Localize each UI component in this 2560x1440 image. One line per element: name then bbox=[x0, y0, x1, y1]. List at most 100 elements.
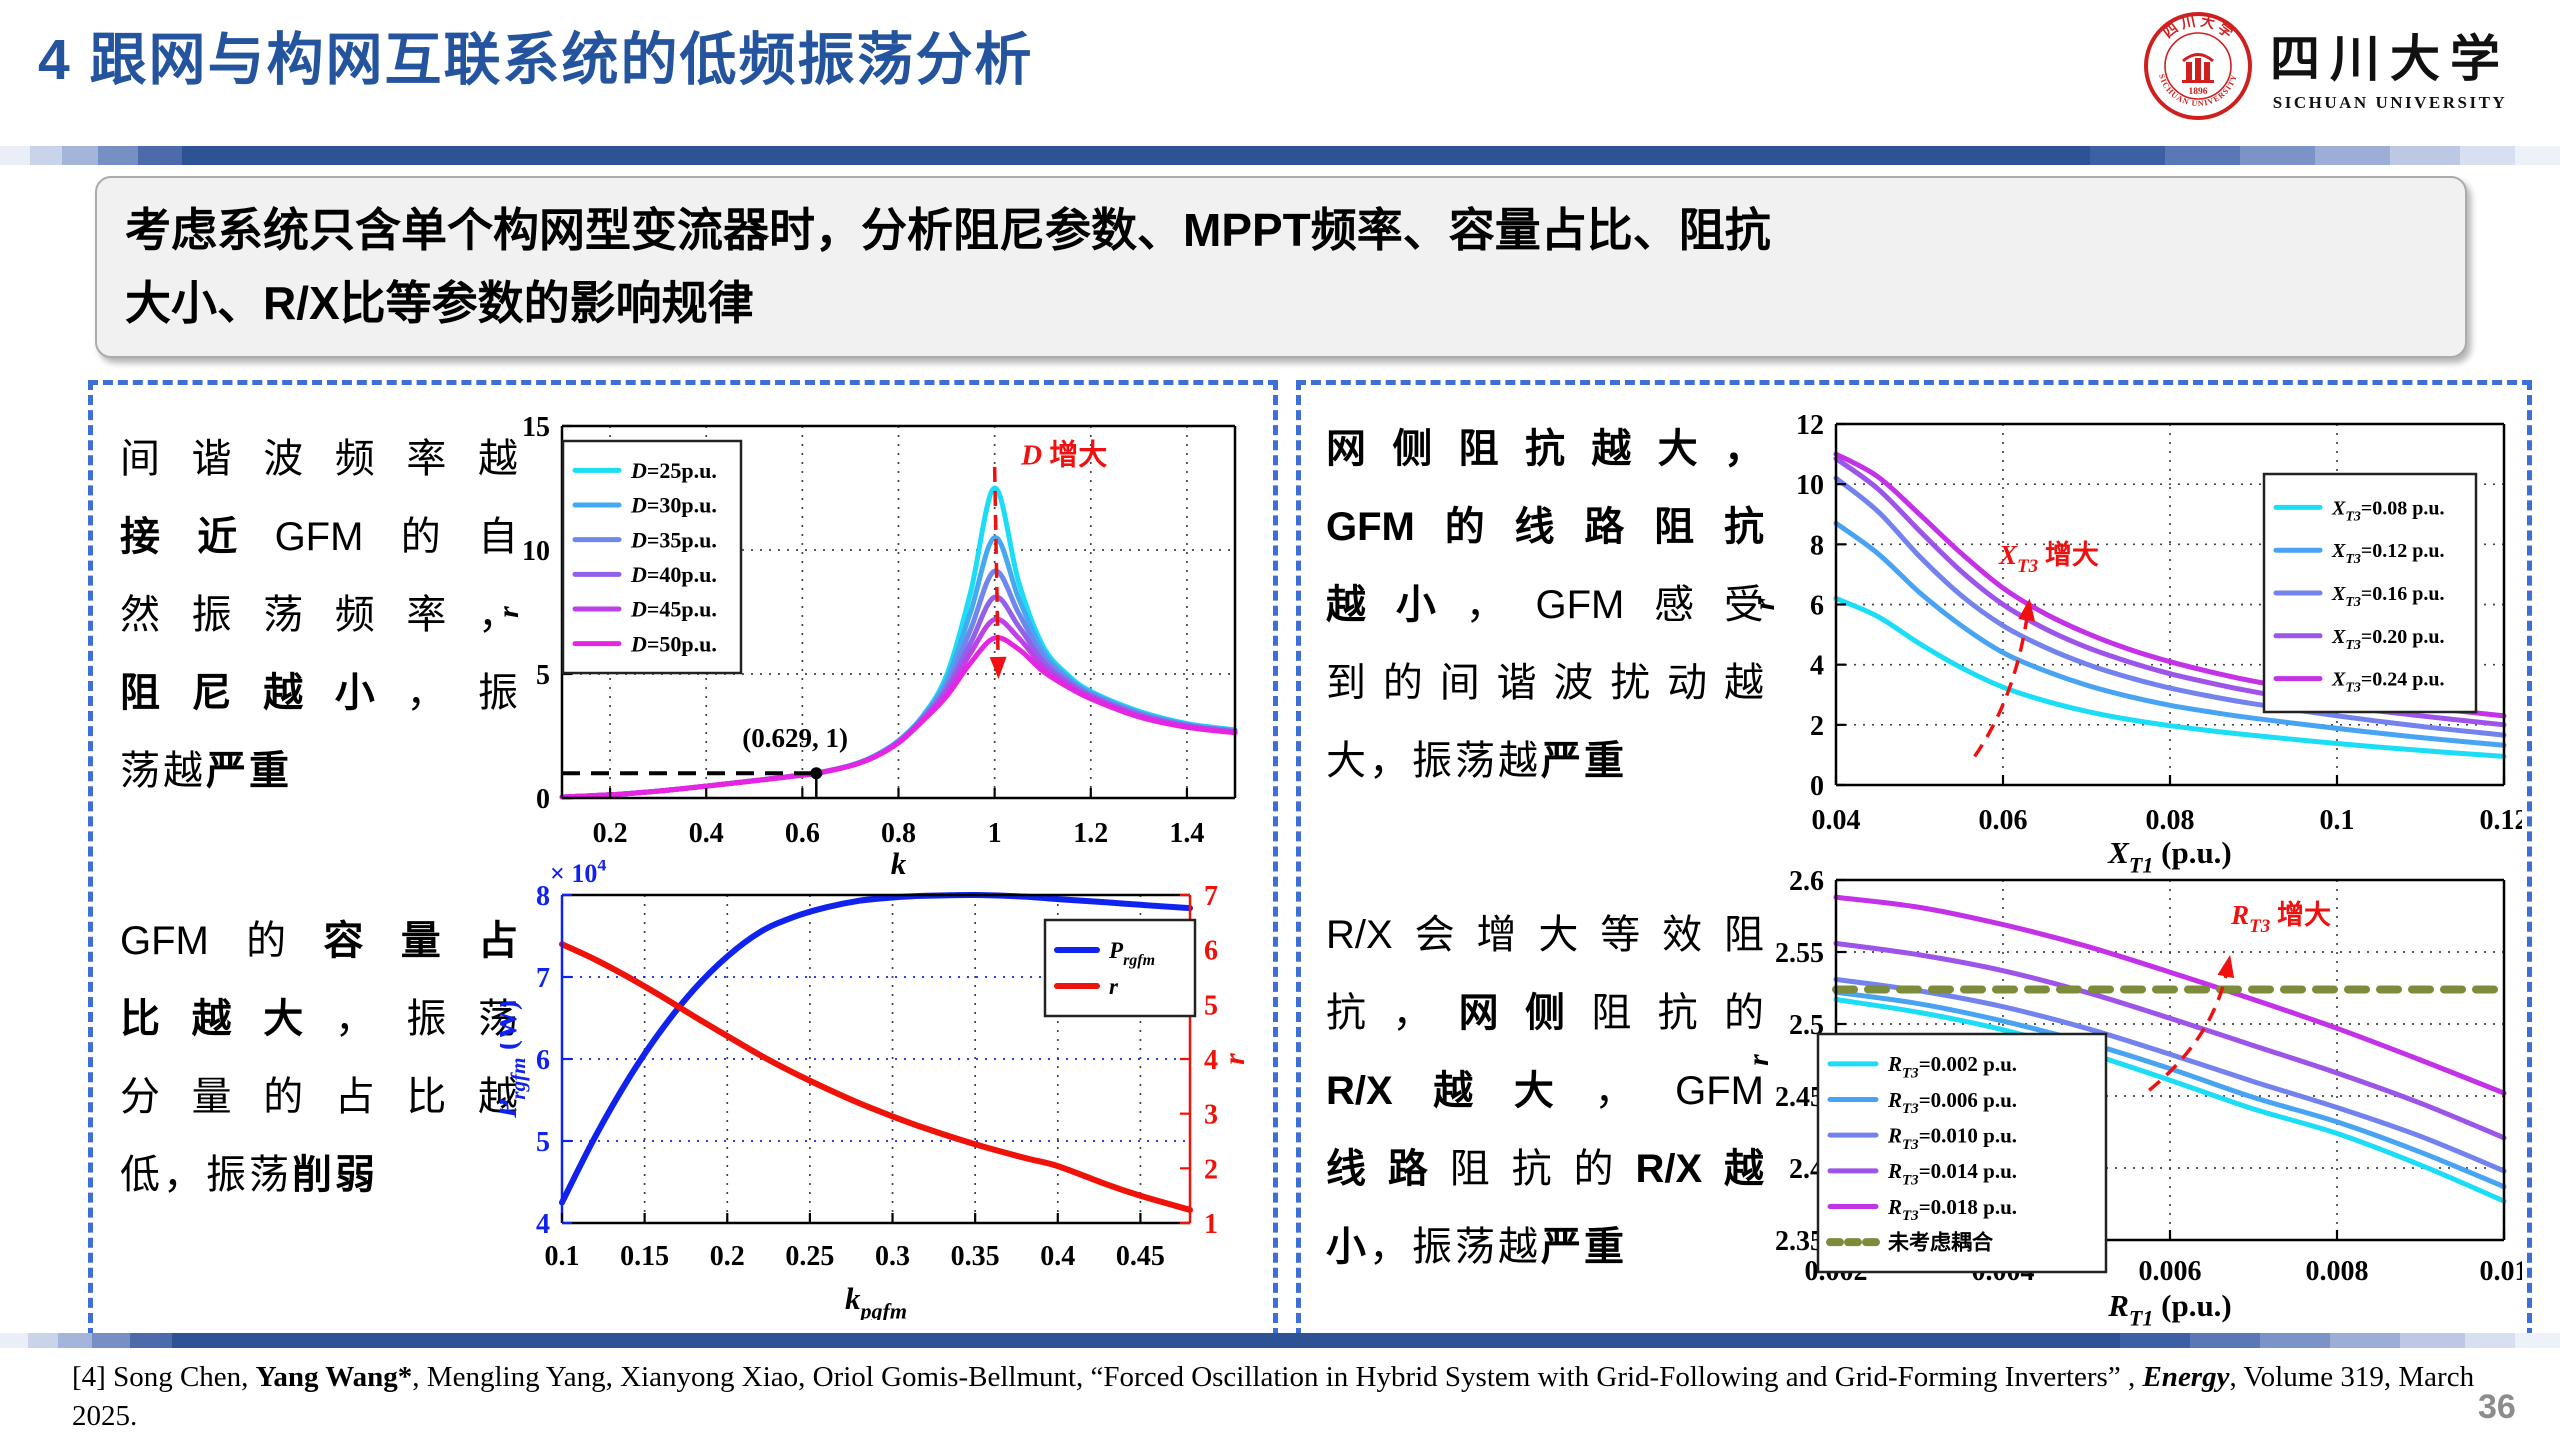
svg-text:0.12: 0.12 bbox=[2480, 805, 2523, 836]
svg-text:15: 15 bbox=[522, 412, 550, 443]
capacity-share-chart: 0.1 0.15 0.2 0.25 0.3 0.35 0.4 0.45 4 5 6 7 8 1 2 3 4 5 6 7… bbox=[500, 860, 1251, 1320]
svg-text:7: 7 bbox=[1204, 881, 1218, 912]
svg-text:r: r bbox=[1752, 598, 1781, 610]
svg-text:× 104: × 104 bbox=[550, 860, 606, 888]
svg-text:D=45p.u.: D=45p.u. bbox=[630, 597, 717, 622]
capacity-conclusion-text: GFM的容量占 比越大，振荡 分量的占比越 低，振荡削弱 bbox=[120, 902, 518, 1214]
svg-text:XT1 (p.u.): XT1 (p.u.) bbox=[2107, 835, 2232, 877]
svg-text:0.35: 0.35 bbox=[951, 1241, 1000, 1272]
svg-text:D 增大: D 增大 bbox=[1020, 438, 1107, 471]
key-statement-box: 考虑系统只含单个构网型变流器时，分析阻尼参数、MPPT频率、容量占比、阻抗 大小、… bbox=[95, 176, 2467, 358]
svg-text:2.6: 2.6 bbox=[1789, 866, 1824, 897]
svg-text:6: 6 bbox=[1810, 591, 1824, 622]
svg-text:5: 5 bbox=[1204, 990, 1218, 1021]
text-line: 阻尼越小，振 bbox=[120, 671, 519, 715]
text-line: 接近GFM的自 bbox=[120, 515, 518, 559]
svg-text:XT3=0.24 p.u.: XT3=0.24 p.u. bbox=[2331, 669, 2445, 696]
text-line: 然振荡频率， bbox=[120, 593, 518, 637]
seal-pagoda-icon bbox=[2182, 53, 2214, 83]
rx-ratio-conclusion-text: R/X会增大等效阻 抗，网侧阻抗的 R/X越大，GFM 线路阻抗的R/X越 小，振荡越严… bbox=[1326, 896, 1764, 1286]
svg-text:RT3 增大: RT3 增大 bbox=[2230, 899, 2331, 937]
svg-text:D=30p.u.: D=30p.u. bbox=[630, 493, 717, 518]
text-line: 比越大，振荡 bbox=[120, 997, 519, 1041]
damping-conclusion-text: 间谐波频率越 接近GFM的自 然振荡频率， 阻尼越小，振 荡越严重 bbox=[120, 420, 518, 810]
svg-text:1896: 1896 bbox=[2189, 87, 2208, 97]
svg-text:4: 4 bbox=[1204, 1045, 1218, 1076]
svg-text:5: 5 bbox=[536, 1127, 550, 1158]
text-line: 分量的占比越 bbox=[120, 1075, 518, 1119]
svg-text:k: k bbox=[891, 846, 907, 881]
svg-text:0.08: 0.08 bbox=[2146, 805, 2195, 836]
svg-text:0.4: 0.4 bbox=[689, 818, 724, 849]
text-line: 抗，网侧阻抗的 bbox=[1326, 991, 1765, 1035]
svg-text:XT3 增大: XT3 增大 bbox=[1998, 539, 2099, 577]
text-line: 大，振荡越严重 bbox=[1326, 739, 1627, 783]
svg-text:7: 7 bbox=[536, 963, 550, 994]
svg-text:6: 6 bbox=[1204, 936, 1218, 967]
header-divider-bar bbox=[0, 146, 2560, 165]
text-line: 间谐波频率越 bbox=[120, 437, 518, 481]
svg-text:D=35p.u.: D=35p.u. bbox=[630, 527, 717, 552]
text-line: 大小、R/X比等参数的影响规律 bbox=[125, 277, 754, 329]
svg-text:12: 12 bbox=[1796, 410, 1824, 441]
svg-text:0.006: 0.006 bbox=[2139, 1256, 2202, 1287]
svg-text:XT3=0.16 p.u.: XT3=0.16 p.u. bbox=[2331, 583, 2445, 610]
svg-text:D=50p.u.: D=50p.u. bbox=[630, 631, 717, 656]
svg-text:0.3: 0.3 bbox=[875, 1241, 910, 1272]
svg-text:(0.629, 1): (0.629, 1) bbox=[742, 723, 848, 753]
svg-text:RT3=0.018 p.u.: RT3=0.018 p.u. bbox=[1887, 1195, 2017, 1224]
svg-text:10: 10 bbox=[1796, 470, 1824, 501]
svg-text:RT1 (p.u.): RT1 (p.u.) bbox=[2107, 1288, 2232, 1326]
grid-reactance-chart: 0.04 0.06 0.08 0.1 0.12 0 2 4 6 8 10 12 XT1 (p.u.) r X… bbox=[1752, 410, 2523, 877]
svg-text:r: r bbox=[500, 606, 525, 618]
svg-text:2: 2 bbox=[1204, 1154, 1218, 1185]
text-line: 越小，GFM感受 bbox=[1326, 583, 1764, 627]
svg-text:r: r bbox=[1218, 1053, 1251, 1065]
svg-text:1.4: 1.4 bbox=[1169, 818, 1204, 849]
svg-text:0.06: 0.06 bbox=[1979, 805, 2028, 836]
svg-text:2.55: 2.55 bbox=[1775, 938, 1824, 969]
page-title: 4 跟网与构网互联系统的低频振荡分析 bbox=[38, 28, 1034, 92]
text-line: 荡越严重 bbox=[120, 749, 292, 793]
svg-text:XT3=0.08 p.u.: XT3=0.08 p.u. bbox=[2331, 497, 2445, 524]
grid-resistance-chart: 0.0020.0040.0060.0080.012.352.42.452.52.… bbox=[1752, 866, 2522, 1326]
university-name-en: SICHUAN UNIVERSITY bbox=[2272, 93, 2508, 112]
svg-text:2: 2 bbox=[1810, 711, 1824, 742]
damping-ratio-chart: 0.2 0.4 0.6 0.8 1 1.2 1.4 0 5 10 15 k r D=25p.u. D=30p… bbox=[500, 412, 1238, 881]
svg-text:RT3=0.006 p.u.: RT3=0.006 p.u. bbox=[1887, 1088, 2017, 1117]
text-line: GFM的容量占 bbox=[120, 919, 518, 963]
text-line: [4] Song Chen, Yang Wang*, Mengling Yang… bbox=[72, 1361, 2475, 1432]
university-logo: 四 川 大 学 SICHUAN UNIVERSITY 1896 四川大学 SIC… bbox=[2142, 10, 2510, 122]
svg-text:XT3=0.20 p.u.: XT3=0.20 p.u. bbox=[2331, 626, 2445, 653]
svg-text:r: r bbox=[1109, 974, 1119, 999]
svg-text:2.35: 2.35 bbox=[1775, 1226, 1824, 1257]
svg-text:Prgfm (W): Prgfm (W) bbox=[500, 1000, 530, 1119]
svg-text:0.2: 0.2 bbox=[710, 1241, 745, 1272]
svg-text:RT3=0.002 p.u.: RT3=0.002 p.u. bbox=[1887, 1052, 2017, 1081]
svg-text:kpgfm: kpgfm bbox=[845, 1281, 907, 1320]
svg-text:0.45: 0.45 bbox=[1116, 1241, 1165, 1272]
svg-text:3: 3 bbox=[1204, 1100, 1218, 1131]
svg-text:8: 8 bbox=[536, 881, 550, 912]
svg-text:1.2: 1.2 bbox=[1073, 818, 1108, 849]
svg-text:8: 8 bbox=[1810, 530, 1824, 561]
svg-text:未考虑耦合: 未考虑耦合 bbox=[1888, 1231, 1994, 1255]
svg-text:RT3=0.010 p.u.: RT3=0.010 p.u. bbox=[1887, 1124, 2017, 1153]
svg-text:0.15: 0.15 bbox=[620, 1241, 669, 1272]
svg-text:0.4: 0.4 bbox=[1040, 1241, 1075, 1272]
svg-text:4: 4 bbox=[536, 1209, 550, 1240]
svg-text:0.25: 0.25 bbox=[785, 1241, 834, 1272]
svg-text:1: 1 bbox=[1204, 1209, 1218, 1240]
svg-text:D=40p.u.: D=40p.u. bbox=[630, 562, 717, 587]
grid-impedance-conclusion-text: 网侧阻抗越大， GFM的线路阻抗 越小，GFM感受 到的间谐波扰动越 大，振荡越严重 bbox=[1326, 410, 1764, 800]
svg-text:4: 4 bbox=[1810, 651, 1824, 682]
footer-divider-bar bbox=[0, 1333, 2560, 1348]
svg-text:1: 1 bbox=[988, 818, 1002, 849]
university-seal-icon: 四 川 大 学 SICHUAN UNIVERSITY 1896 bbox=[2144, 12, 2252, 120]
svg-text:6: 6 bbox=[536, 1045, 550, 1076]
text-line: 到的间谐波扰动越 bbox=[1326, 661, 1764, 705]
university-name-cn: 四川大学 bbox=[2270, 31, 2510, 87]
text-line: GFM的线路阻抗 bbox=[1326, 505, 1764, 549]
page-number: 36 bbox=[2478, 1388, 2516, 1426]
text-line: 小，振荡越严重 bbox=[1326, 1225, 1627, 1269]
